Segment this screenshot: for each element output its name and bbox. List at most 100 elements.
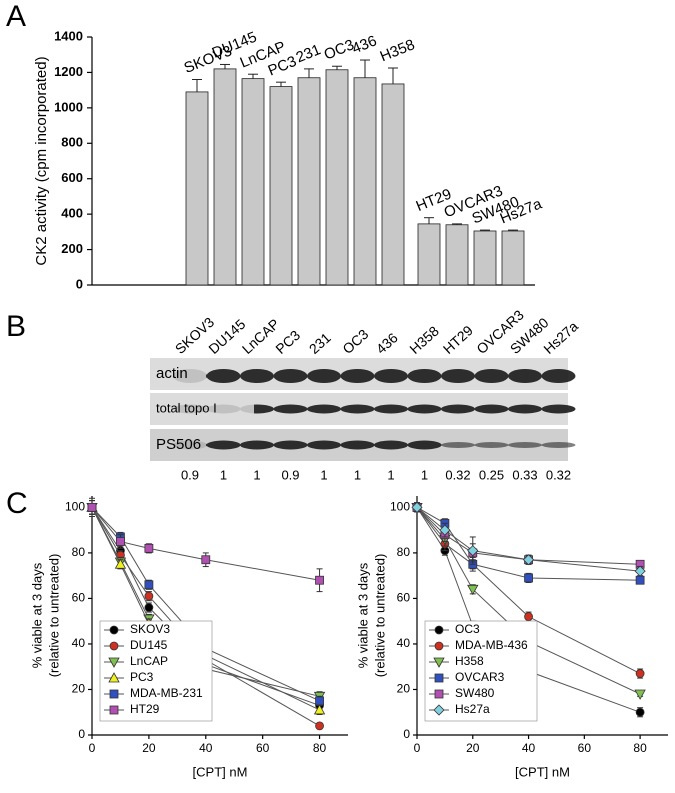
legend-marker	[434, 625, 444, 635]
legend-label: PC3	[130, 670, 154, 684]
bar	[501, 230, 525, 286]
blot-band	[407, 369, 442, 383]
legend-label: HT29	[130, 702, 160, 716]
ratio-label: 1	[387, 467, 394, 482]
y-tick-label: 0	[403, 727, 410, 741]
y-tick-label: 0	[78, 727, 85, 741]
data-point	[634, 565, 646, 577]
data-point	[467, 584, 479, 596]
ratio-label: 0.33	[512, 467, 537, 482]
data-point	[522, 554, 535, 566]
ratio-label: 1	[320, 467, 327, 482]
y-tick-label: 200	[61, 241, 83, 256]
blot-band	[474, 369, 509, 383]
legend-label: DU145	[130, 638, 168, 652]
label-bg	[152, 435, 206, 455]
data-point	[524, 573, 533, 583]
blot-band	[508, 369, 542, 383]
y-tick-label: 1400	[54, 28, 83, 43]
legend-marker	[433, 657, 445, 668]
y-tick-label: 40	[72, 636, 86, 650]
x-tick-label: 80	[633, 741, 647, 755]
series-line	[91, 507, 320, 581]
blot-band	[374, 404, 408, 414]
legend-marker	[434, 641, 444, 651]
lane-label: 231	[306, 329, 334, 357]
data-point	[439, 524, 451, 536]
blot-band	[273, 404, 308, 414]
data-point	[116, 537, 125, 546]
ratio-label: 1	[253, 467, 260, 482]
data-point	[87, 502, 97, 512]
ratio-label: 1	[354, 467, 361, 482]
x-tick-label: 40	[199, 741, 213, 755]
series-line	[416, 506, 641, 581]
blot-band	[240, 369, 274, 383]
data-point	[635, 707, 645, 717]
data-point	[635, 669, 645, 678]
x-tick-label: 0	[89, 741, 96, 755]
legend-marker	[109, 689, 119, 699]
bar	[353, 77, 377, 286]
legend-marker	[109, 641, 119, 651]
row-label: PS506	[156, 436, 201, 453]
y-tick-label: 20	[397, 682, 411, 696]
legend-marker	[434, 689, 444, 699]
blot-band	[508, 404, 542, 414]
blot-band	[206, 440, 241, 450]
blot-band	[340, 440, 375, 450]
ratio-label: 0.9	[181, 467, 199, 482]
data-point	[313, 704, 326, 715]
x-tick-label: 20	[466, 741, 480, 755]
panel-letter: A	[6, 0, 26, 33]
y-tick-label: 40	[397, 636, 411, 650]
ratio-label: 0.25	[479, 467, 504, 482]
blot-band	[407, 404, 442, 414]
lane-label: H358	[406, 323, 442, 357]
data-point	[144, 543, 154, 553]
blot-band	[273, 369, 308, 383]
bar	[213, 68, 237, 286]
x-tick-label: 60	[256, 741, 270, 755]
blot-band	[374, 369, 408, 383]
blot-band	[541, 404, 576, 414]
legend-marker	[434, 673, 444, 683]
data-point	[467, 545, 479, 557]
legend-label: SW480	[455, 686, 495, 700]
bar	[381, 83, 405, 286]
y-tick-label: 1200	[54, 64, 83, 79]
y-axis-label: CK2 activity (cpm incorporated)	[33, 56, 50, 265]
bar	[241, 78, 265, 286]
bar	[445, 224, 469, 286]
legend-label: OVCAR3	[455, 670, 505, 684]
category-label: H358	[378, 36, 418, 65]
data-point	[201, 555, 211, 565]
blot-band	[307, 440, 341, 450]
bar	[185, 91, 209, 286]
legend-marker	[433, 704, 445, 716]
blot-band	[273, 440, 308, 450]
data-point	[144, 591, 154, 601]
legend-label: H358	[455, 654, 484, 668]
category-label: 231	[294, 41, 324, 66]
data-point	[144, 580, 154, 590]
y-tick-label: 80	[72, 545, 86, 559]
y-axis-label: % viable at 3 days	[355, 562, 370, 668]
x-tick-label: 60	[578, 741, 592, 755]
blot-band	[441, 404, 475, 414]
legend-label: OC3	[455, 622, 480, 636]
lane-label: HT29	[440, 322, 476, 357]
row-label: actin	[156, 365, 188, 382]
lane-label: 436	[373, 329, 401, 357]
legend-label: MDA-MB-231	[130, 686, 203, 700]
y-axis-label: % viable at 3 days	[29, 562, 44, 668]
blot-band	[474, 404, 509, 414]
panel-letter: B	[6, 310, 26, 343]
blot-band	[307, 369, 341, 383]
legend-label: Hs27a	[455, 702, 490, 716]
x-tick-label: 40	[522, 741, 536, 755]
blot-band	[441, 369, 475, 383]
blot-band	[407, 440, 442, 450]
x-tick-label: 20	[142, 741, 156, 755]
